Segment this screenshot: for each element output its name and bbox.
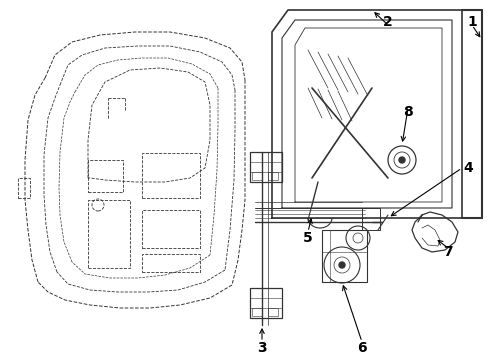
Bar — [322, 230, 367, 282]
Bar — [142, 254, 200, 272]
Text: 6: 6 — [357, 341, 367, 355]
Text: 5: 5 — [303, 231, 313, 245]
Bar — [268, 308, 278, 316]
Bar — [250, 152, 282, 182]
Bar — [142, 153, 200, 198]
Bar — [362, 208, 380, 230]
Bar — [88, 200, 130, 268]
Text: 8: 8 — [403, 105, 413, 119]
Bar — [250, 288, 282, 318]
Text: 3: 3 — [257, 341, 267, 355]
Bar — [18, 178, 30, 198]
Text: 7: 7 — [443, 245, 453, 259]
Text: 2: 2 — [383, 15, 393, 29]
Bar — [268, 172, 278, 180]
Text: 1: 1 — [467, 15, 477, 29]
Circle shape — [339, 262, 345, 268]
Circle shape — [399, 157, 405, 163]
Bar — [88, 160, 123, 192]
Bar — [252, 308, 262, 316]
Bar — [252, 172, 262, 180]
Text: 4: 4 — [463, 161, 473, 175]
Bar — [142, 210, 200, 248]
